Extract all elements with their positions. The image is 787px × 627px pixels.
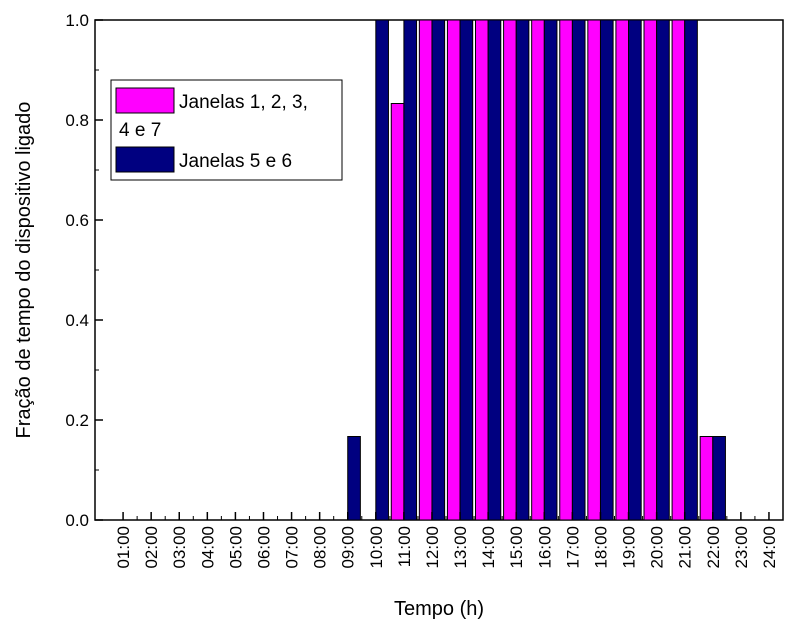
x-tick-label: 19:00: [620, 526, 639, 569]
bar-series1-1300: [446, 19, 461, 521]
x-tick-label: 05:00: [226, 526, 245, 569]
x-tick-label: 18:00: [591, 526, 610, 569]
x-tick-label: 20:00: [648, 526, 667, 569]
y-tick-label: 0.8: [65, 111, 89, 130]
x-tick-label: 15:00: [507, 526, 526, 569]
x-tick-label: 10:00: [367, 526, 386, 569]
x-axis-title: Tempo (h): [394, 598, 484, 620]
y-axis-ticks: 0.0 0.2 0.4 0.6 0.8 1.0: [65, 11, 103, 530]
bar-series1-1600: [531, 19, 545, 521]
y-tick-label: 0.2: [65, 411, 89, 430]
x-tick-label: 13:00: [451, 526, 470, 569]
x-tick-label: 07:00: [283, 526, 302, 569]
bar-series2-1900: [628, 19, 642, 521]
bar-series1-1400: [475, 19, 489, 521]
bar-series2-1600: [543, 19, 558, 521]
x-tick-label: 24:00: [760, 526, 779, 569]
x-tick-label: 22:00: [704, 526, 723, 569]
x-tick-label: 17:00: [563, 526, 582, 569]
y-tick-label: 0.6: [65, 211, 89, 230]
x-axis-ticks: 01:00 02:00 03:00 04:00 05:00 06:00 07:00 08:00…: [114, 512, 779, 569]
bar-series1-1500: [503, 19, 517, 521]
x-tick-label: 12:00: [423, 526, 442, 569]
x-tick-label: 21:00: [676, 526, 695, 569]
bar-series1-1100: [390, 103, 405, 521]
bar-series1-1800: [587, 19, 601, 521]
x-tick-label: 09:00: [339, 526, 358, 569]
bar-series2-0900: [347, 436, 361, 521]
x-tick-label: 06:00: [254, 526, 273, 569]
bar-series1-2200: [699, 436, 714, 521]
bar-series1-2100: [671, 19, 686, 521]
y-axis-title: Fração de tempo do dispositivo ligado: [13, 102, 35, 439]
x-tick-label: 01:00: [114, 526, 133, 569]
x-tick-label: 11:00: [395, 526, 414, 567]
bar-series2-1500: [515, 19, 530, 521]
x-tick-label: 14:00: [479, 526, 498, 569]
y-tick-label: 0.4: [65, 311, 89, 330]
y-tick-label: 1.0: [65, 11, 89, 30]
bar-series2-1300: [459, 19, 474, 521]
bar-series2-1100: [403, 19, 418, 521]
bar-series2-1700: [571, 19, 586, 521]
bar-series2-1000: [375, 19, 389, 521]
bar-series2-1200: [431, 19, 446, 521]
x-tick-label: 03:00: [170, 526, 189, 569]
x-tick-label: 02:00: [142, 526, 161, 569]
y-tick-label: 0.0: [65, 511, 89, 530]
bar-series2-2100: [684, 19, 698, 521]
x-tick-label: 16:00: [535, 526, 554, 569]
x-tick-label: 04:00: [198, 526, 217, 569]
bar-series1-1900: [615, 19, 630, 521]
bar-series1-1700: [559, 19, 573, 521]
bar-series2-2000: [656, 19, 670, 521]
legend-label-janelas-1-2-3-line2: 4 e 7: [119, 120, 161, 141]
bar-series2-1400: [487, 19, 502, 521]
bar-series2-2200: [712, 436, 726, 521]
legend: Janelas 1, 2, 3, 4 e 7 Janelas 5 e 6: [110, 79, 343, 181]
bars-group: [347, 19, 726, 521]
bar-series1-1200: [418, 19, 433, 521]
legend-label-janelas-1-2-3-line1: Janelas 1, 2, 3,: [179, 92, 308, 113]
bar-series1-2000: [643, 19, 658, 521]
legend-swatch-janelas-1-2-3-4-7: [115, 87, 175, 114]
bar-series2-1800: [599, 19, 614, 521]
legend-label-janelas-5-6: Janelas 5 e 6: [179, 151, 292, 172]
x-tick-label: 23:00: [732, 526, 751, 569]
x-tick-label: 08:00: [311, 526, 330, 569]
legend-swatch-janelas-5-6: [115, 146, 175, 173]
